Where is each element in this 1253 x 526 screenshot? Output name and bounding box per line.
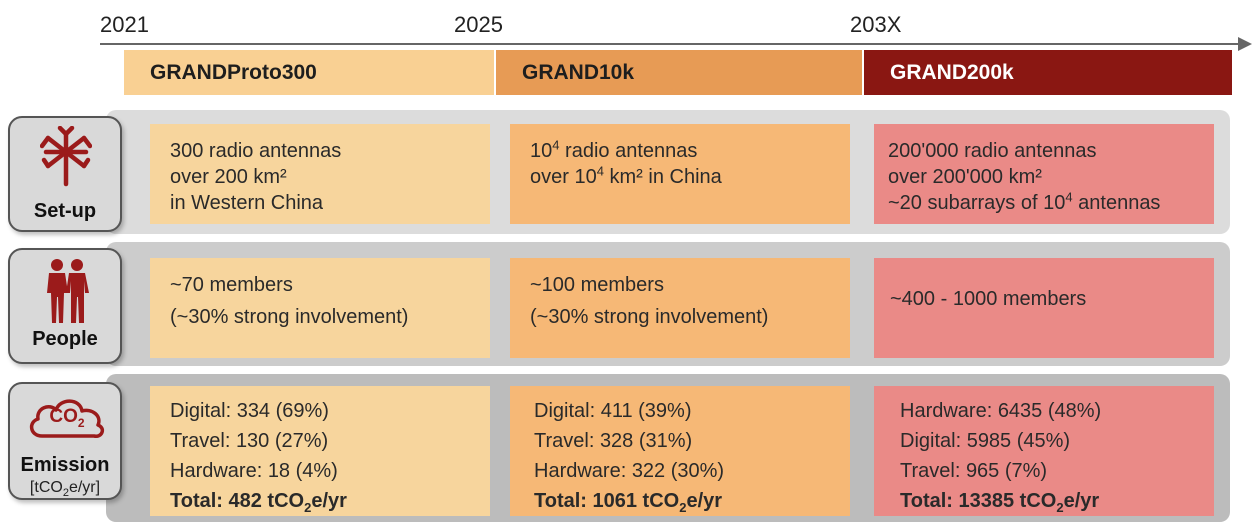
- people-cell-grandproto300: ~70 members (~30% strong involvement): [150, 258, 490, 358]
- phase-grand200k: GRAND200k: [864, 50, 1232, 95]
- people-label: People: [32, 328, 98, 350]
- emission-total-grand10k: Total: 1061 tCO2e/yr: [534, 490, 723, 515]
- people-cell-grand10k: ~100 members (~30% strong involvement): [510, 258, 850, 358]
- phase-grand10k: GRAND10k: [496, 50, 862, 95]
- setup-cell-grandproto300: 300 radio antennas over 200 km² in Weste…: [150, 124, 490, 224]
- year-2025: 2025: [454, 12, 503, 37]
- year-203x: 203X: [850, 12, 902, 37]
- emission-row-card: CO2 Emission [tCO2e/yr]: [8, 382, 122, 500]
- emission-cell-grand200k: Hardware: 6435 (48%) Digital: 5985 (45%)…: [874, 386, 1214, 516]
- people-row-card: People: [8, 248, 122, 364]
- timeline-arrow-icon: [1238, 37, 1252, 51]
- setup-row-card: Set-up: [8, 116, 122, 232]
- emission-cell-grandproto300: Digital: 334 (69%) Travel: 130 (27%) Har…: [150, 386, 490, 516]
- emission-total-grand200k: Total: 13385 tCO2e/yr: [900, 490, 1100, 515]
- emission-total-grandproto300: Total: 482 tCO2e/yr: [170, 490, 347, 515]
- setup-label: Set-up: [33, 200, 97, 222]
- co2-icon-text: CO2: [49, 406, 85, 430]
- setup-cell-grand10k: 104 radio antennas over 104 km² in China: [510, 124, 850, 224]
- radio-antenna-icon: [40, 126, 92, 187]
- emission-cell-grand10k: Digital: 411 (39%) Travel: 328 (31%) Har…: [510, 386, 850, 516]
- timeline-axis: [100, 43, 1240, 45]
- phase-grandproto300: GRANDProto300: [124, 50, 494, 95]
- year-2021: 2021: [100, 12, 149, 37]
- people-icon: [47, 259, 89, 323]
- emission-unit: [tCO2e/yr]: [29, 479, 101, 500]
- co2-cloud-icon: [29, 399, 105, 438]
- emission-label: Emission: [20, 454, 110, 476]
- setup-cell-grand200k: 200'000 radio antennas over 200'000 km² …: [874, 124, 1214, 224]
- people-cell-grand200k: ~400 - 1000 members: [874, 258, 1214, 358]
